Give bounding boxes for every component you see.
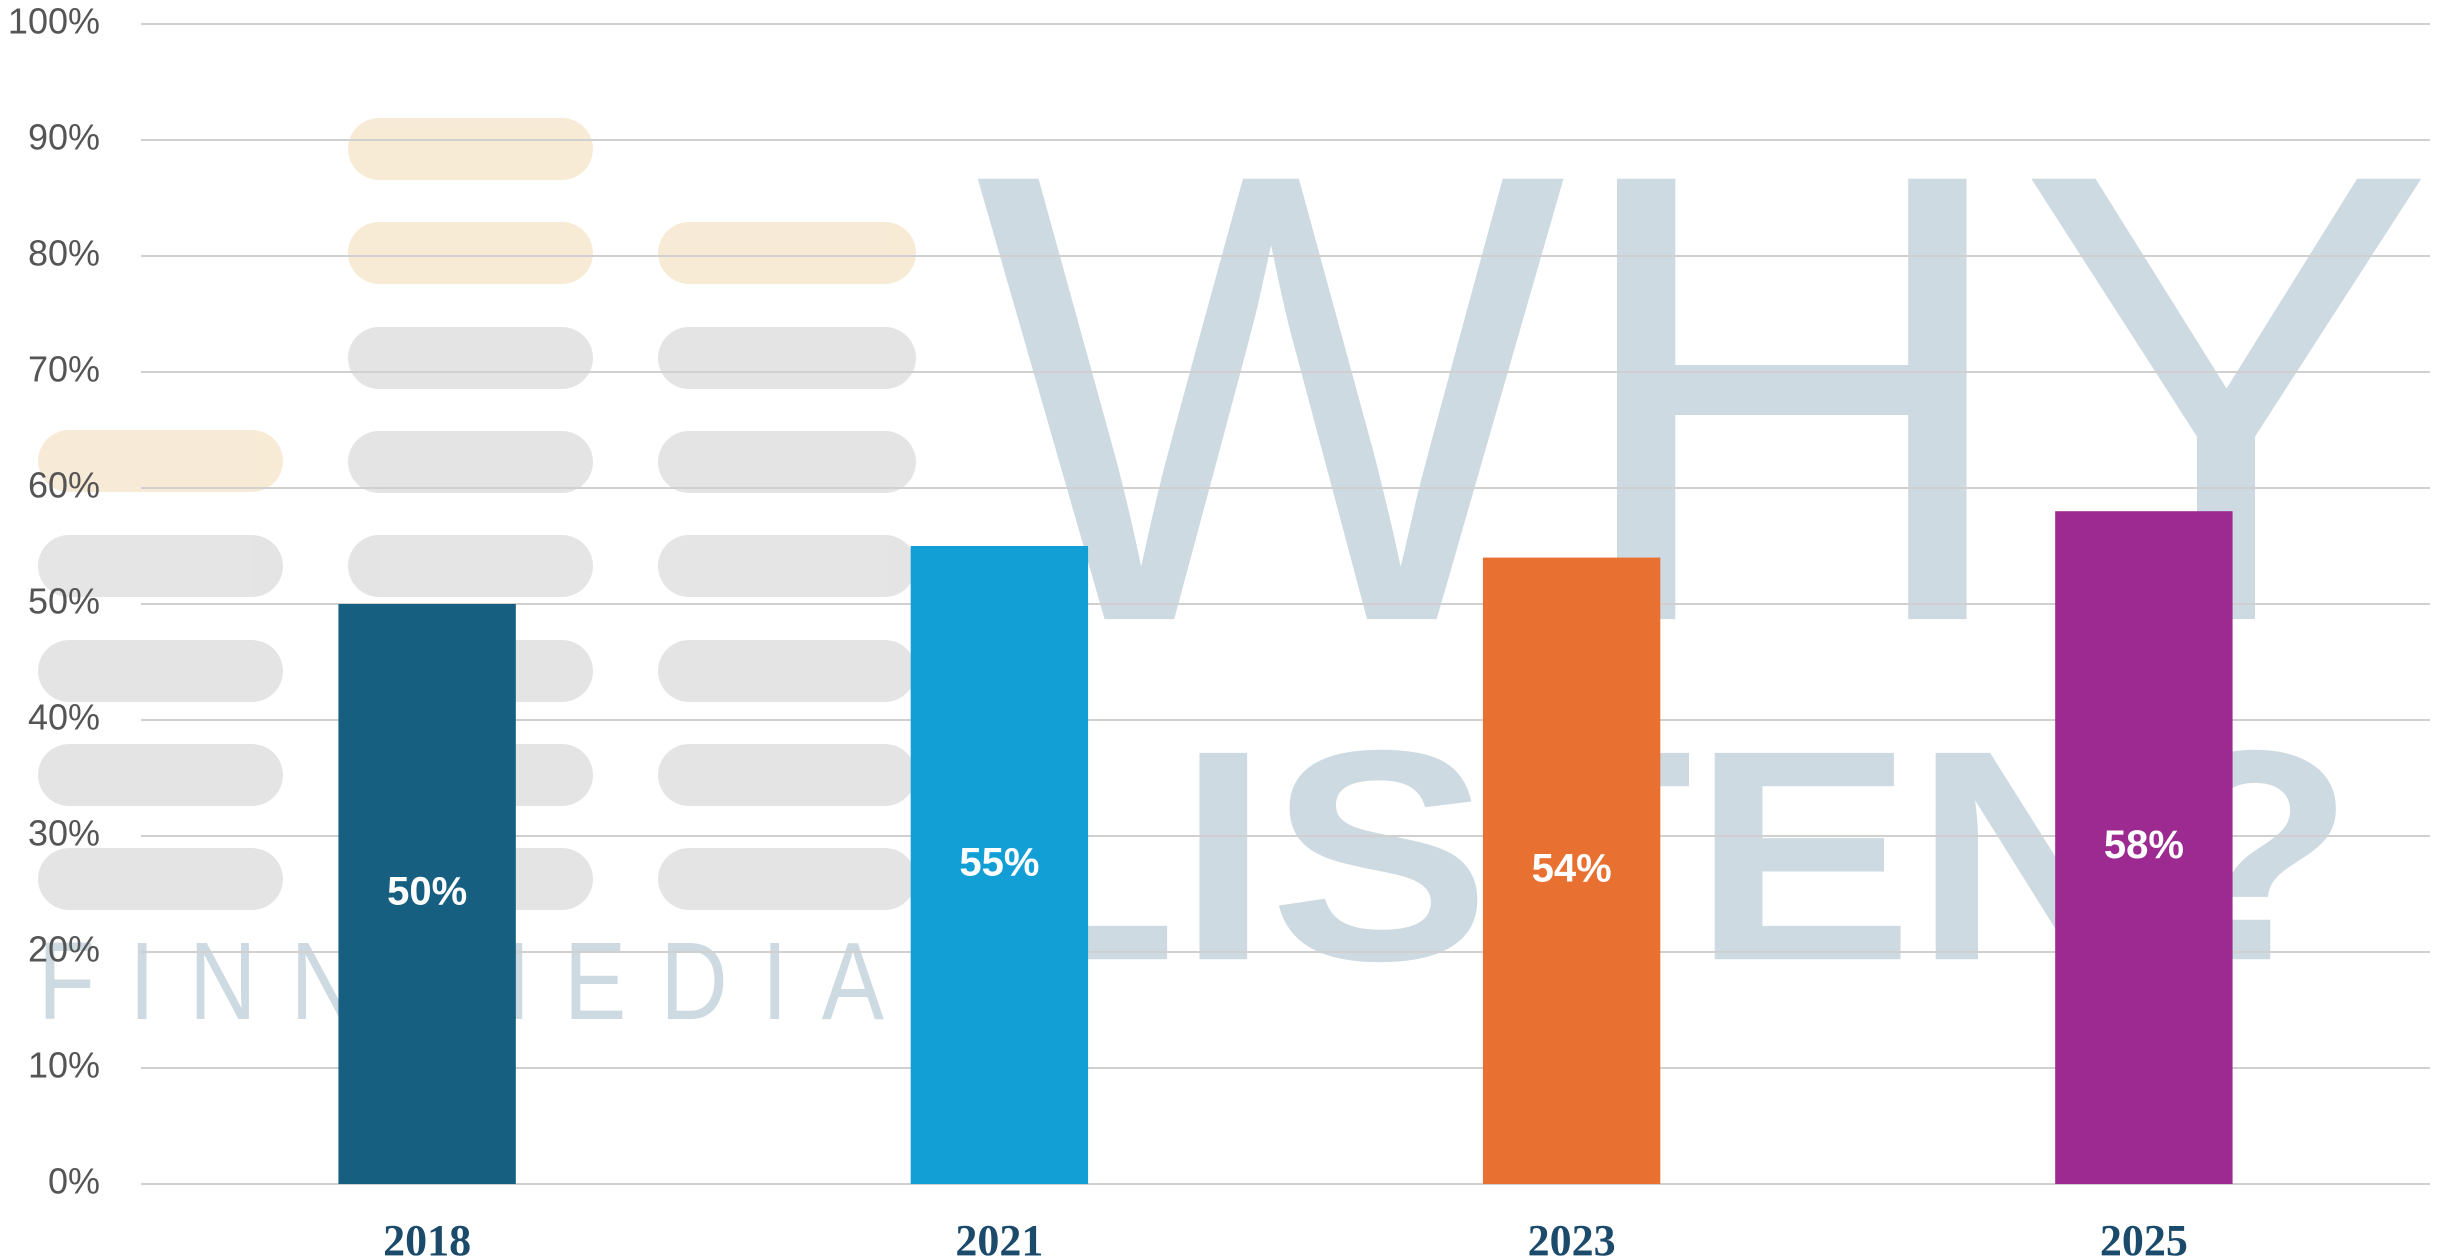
value-label: 50% — [387, 870, 467, 914]
bar — [1482, 557, 1661, 1184]
y-tick-label: 10% — [28, 1045, 100, 1086]
y-tick-label: 90% — [28, 117, 100, 158]
value-label: 54% — [1532, 846, 1612, 890]
bar — [2055, 511, 2233, 1184]
y-tick-label: 70% — [28, 349, 100, 390]
y-tick-label: 50% — [28, 581, 100, 622]
bar — [338, 604, 516, 1184]
y-tick-label: 30% — [28, 813, 100, 854]
x-tick-label: 2023 — [1528, 1216, 1616, 1256]
value-label: 58% — [2104, 823, 2184, 867]
y-tick-label: 20% — [28, 929, 100, 970]
value-label: 55% — [959, 841, 1039, 885]
y-tick-label: 80% — [28, 233, 100, 274]
x-tick-label: 2018 — [383, 1216, 471, 1256]
y-tick-label: 100% — [8, 1, 100, 42]
logo-stripes — [38, 118, 916, 910]
bar — [910, 546, 1089, 1184]
y-tick-label: 60% — [28, 465, 100, 506]
y-tick-label: 0% — [48, 1161, 100, 1202]
x-tick-label: 2021 — [955, 1216, 1043, 1256]
x-tick-label: 2025 — [2100, 1216, 2188, 1256]
y-tick-label: 40% — [28, 697, 100, 738]
